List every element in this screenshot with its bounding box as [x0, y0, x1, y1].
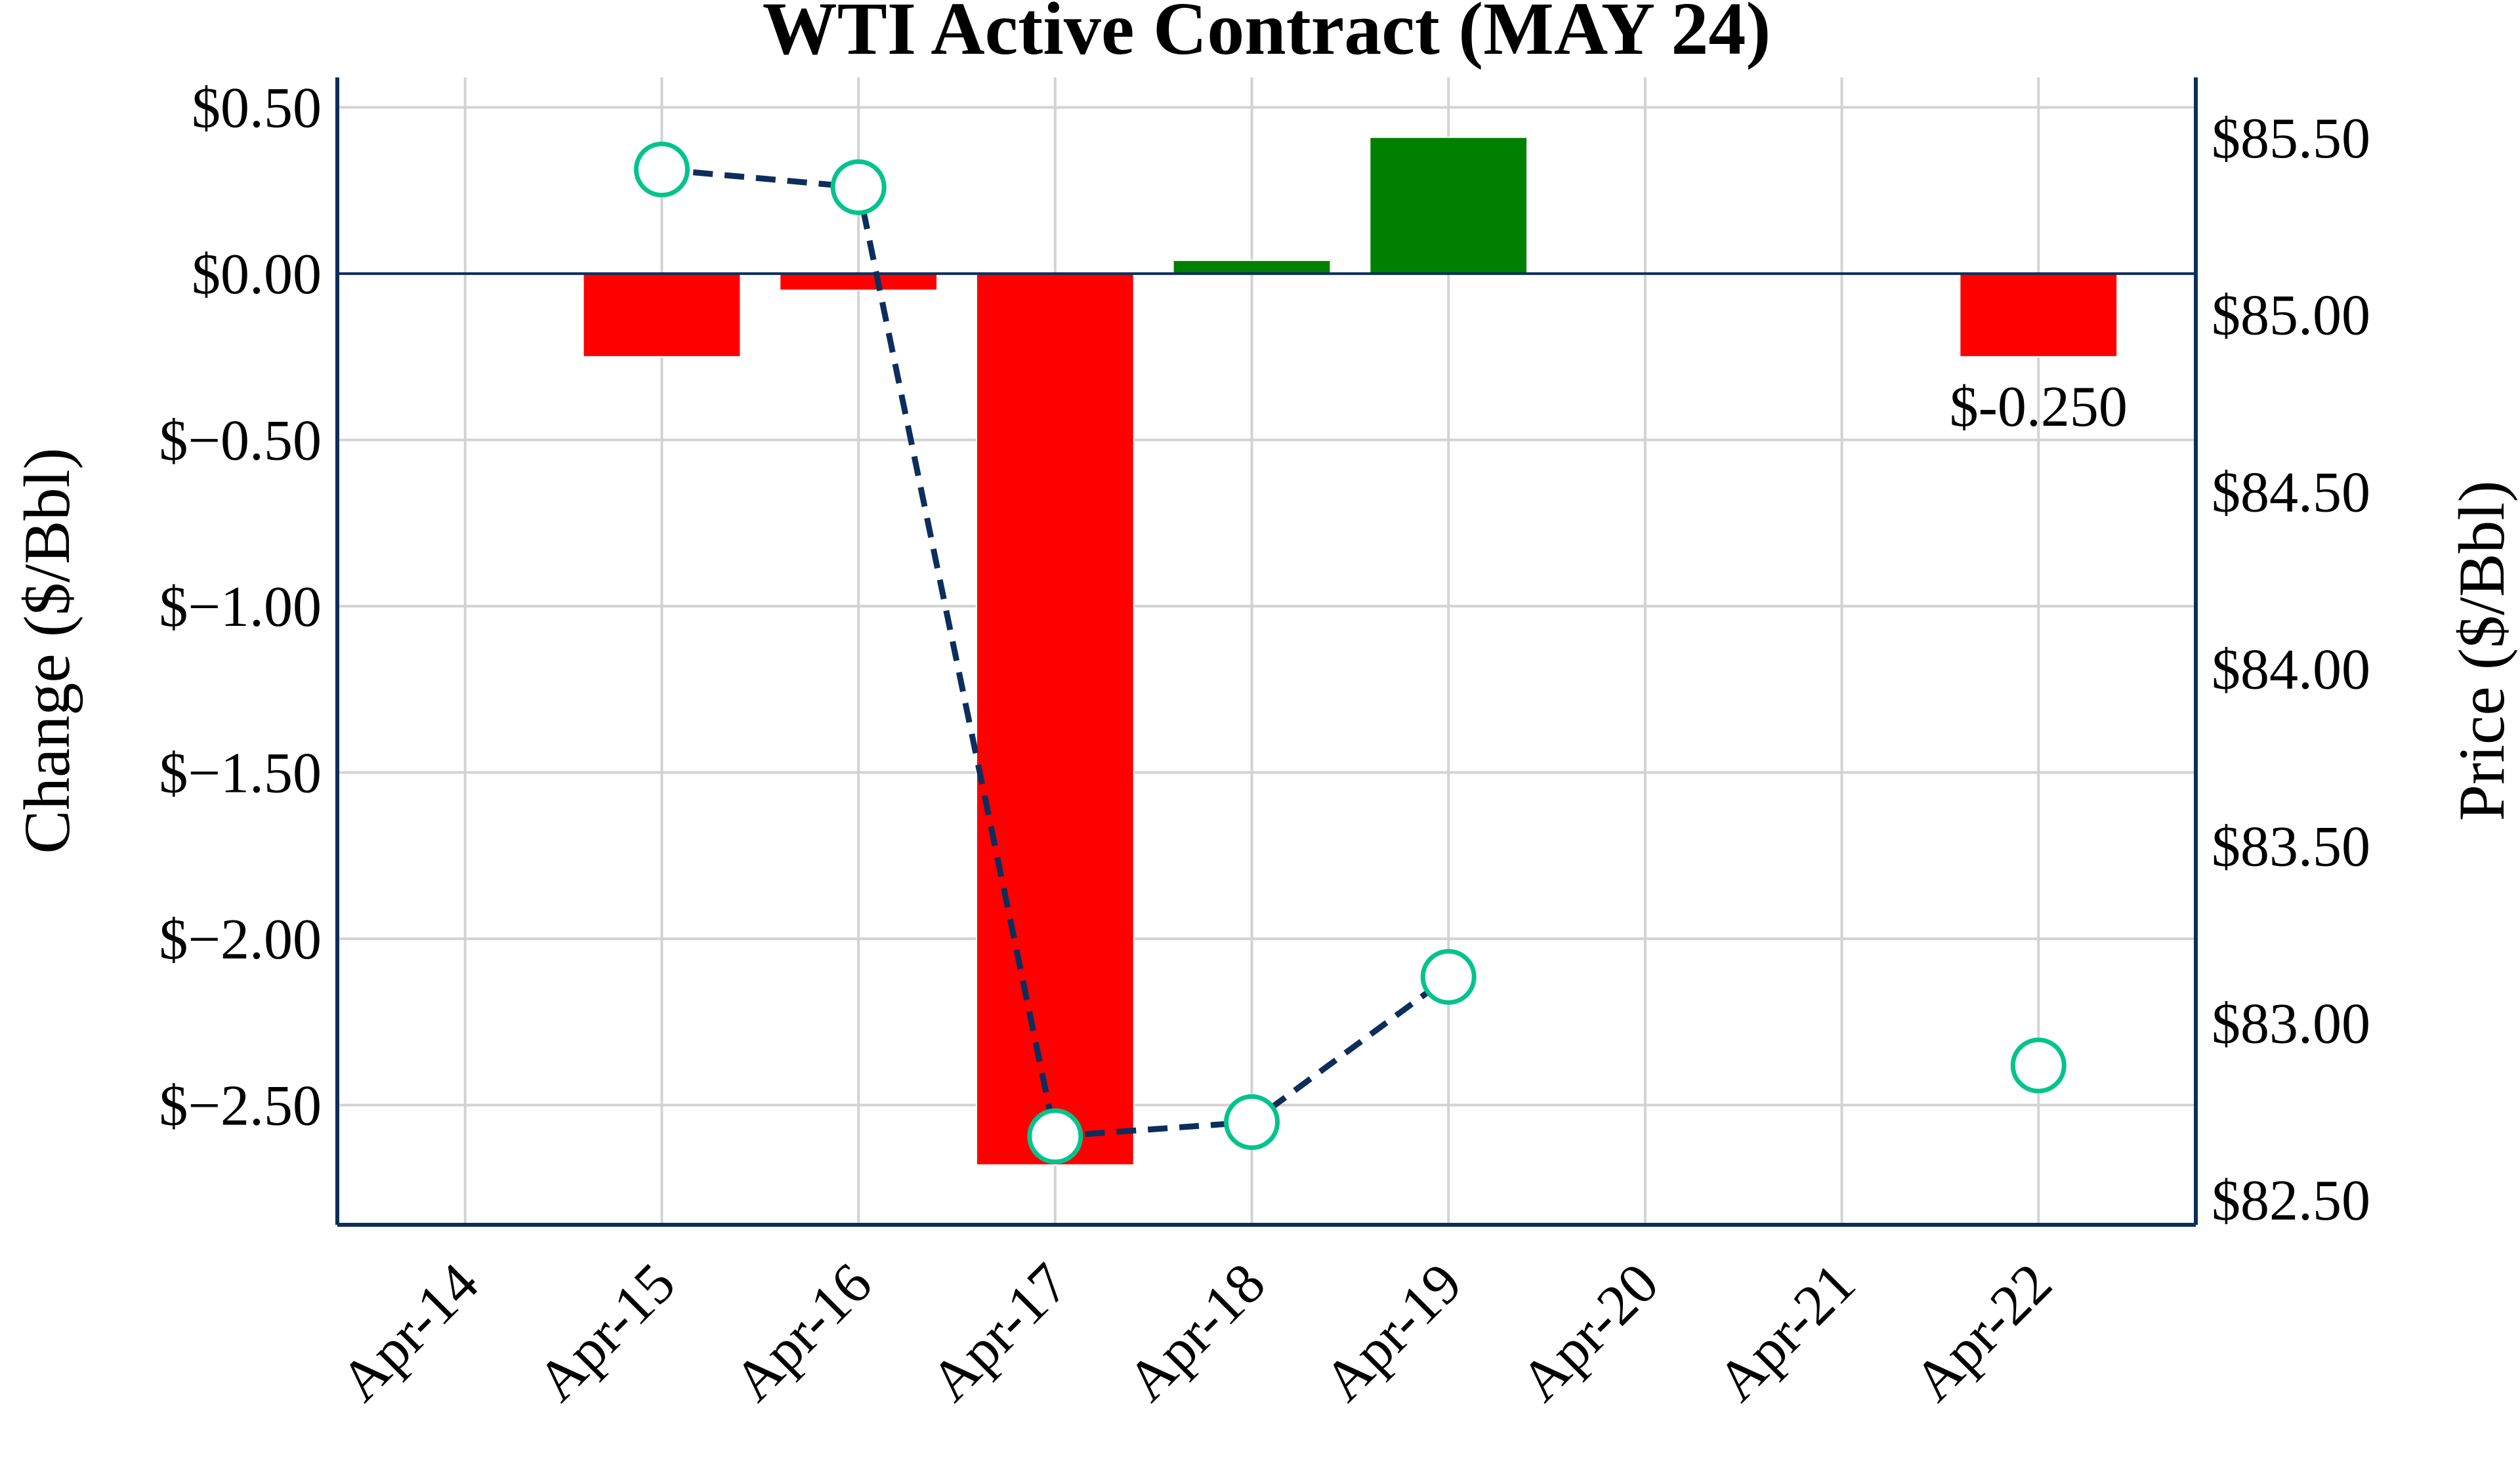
y-tick-label: $−2.00	[159, 908, 322, 972]
y-tick-label: $0.00	[192, 243, 322, 306]
grid	[337, 77, 2196, 1225]
bar-Apr-15	[582, 273, 742, 358]
chart-title: WTI Active Contract (MAY 24)	[763, 0, 1771, 70]
price-line	[633, 141, 2067, 1164]
axes	[335, 77, 2198, 1227]
bar-Apr-22	[1959, 273, 2118, 358]
y2-tick-label: $84.50	[2212, 461, 2370, 525]
price-marker-Apr-15	[633, 141, 690, 197]
y2-tick-label: $84.00	[2212, 638, 2370, 701]
y-tick-label: $−2.50	[159, 1074, 322, 1138]
x-tick-label: Apr-15	[526, 1252, 688, 1414]
price-marker-Apr-16	[830, 159, 887, 215]
y2-tick-label: $83.50	[2212, 815, 2370, 878]
x-tick-label: Apr-16	[722, 1252, 884, 1414]
y2-tick-label: $85.50	[2212, 107, 2370, 171]
bar-Apr-18	[1172, 259, 1332, 275]
x-tick-label: Apr-19	[1312, 1252, 1474, 1414]
x-tick-label: Apr-22	[1902, 1252, 2064, 1414]
bar-Apr-16	[779, 273, 938, 291]
y-tick-label: $−0.50	[159, 409, 322, 473]
y-tick-label: $−1.00	[159, 575, 322, 639]
y-tick-label: $0.50	[192, 77, 322, 140]
price-marker-Apr-19	[1420, 949, 1477, 1005]
y2-tick-label: $82.50	[2212, 1169, 2370, 1233]
x-tick-label: Apr-20	[1509, 1252, 1671, 1414]
y2-tick-label: $83.00	[2212, 992, 2370, 1056]
y2-axis-label: Price ($/Bbl)	[2445, 480, 2518, 821]
y-axis-label: Change ($/Bbl)	[10, 447, 83, 853]
x-tick-label: Apr-21	[1706, 1252, 1868, 1414]
x-tick-label: Apr-14	[329, 1252, 491, 1414]
bars	[582, 136, 2118, 1166]
price-marker-Apr-17	[1027, 1108, 1083, 1164]
bar-Apr-19	[1369, 136, 1528, 275]
bar-value-annotation: $-0.250	[1950, 375, 2128, 439]
price-marker-Apr-18	[1224, 1094, 1280, 1150]
x-tick-label: Apr-18	[1116, 1252, 1278, 1414]
y-tick-label: $−1.50	[159, 742, 322, 806]
y2-tick-label: $85.00	[2212, 284, 2370, 348]
price-marker-Apr-22	[2010, 1037, 2067, 1094]
bar-Apr-17	[975, 273, 1135, 1166]
x-tick-label: Apr-17	[919, 1252, 1081, 1414]
